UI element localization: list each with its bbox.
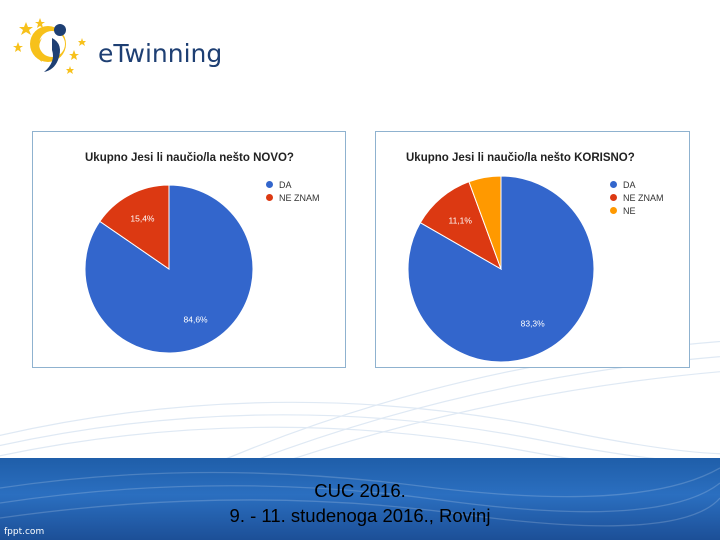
legend-swatch xyxy=(266,181,273,188)
legend-swatch xyxy=(610,207,617,214)
pie-slice-ne-znam xyxy=(419,181,502,271)
pie-slice-ne xyxy=(468,175,502,270)
legend-swatch xyxy=(266,194,273,201)
decorative-swirl-lines xyxy=(0,340,720,472)
footer-caption: CUC 2016. 9. - 11. studenoga 2016., Rovi… xyxy=(0,478,720,528)
legend-label: DA xyxy=(623,179,636,190)
etwinning-stars-icon xyxy=(13,18,86,74)
legend-item-ne-znam: NE ZNAM xyxy=(266,191,320,204)
footer-line-1: CUC 2016. xyxy=(314,480,406,501)
etwinning-logo-text: eTwinning xyxy=(98,39,223,68)
pie-slice-label: 15,4% xyxy=(130,213,155,223)
legend-label: NE xyxy=(623,205,636,216)
chart-title: Ukupno Jesi li naučio/la nešto NOVO? xyxy=(85,152,294,164)
pie-chart-novo: 84,6% 15,4% xyxy=(84,184,254,354)
footer-band xyxy=(0,458,720,540)
chart-title: Ukupno Jesi li naučio/la nešto KORISNO? xyxy=(406,152,635,164)
pie-slice-label: 84,6% xyxy=(184,315,209,325)
etwinning-logo: eTwinning xyxy=(12,14,222,78)
chart-panel-novo: Ukupno Jesi li naučio/la nešto NOVO? 84,… xyxy=(32,131,346,368)
chart-legend: DA NE ZNAM xyxy=(266,178,320,204)
pie-slice-label: 83,3% xyxy=(521,319,546,329)
legend-item-da: DA xyxy=(610,178,664,191)
legend-swatch xyxy=(610,181,617,188)
legend-item-da: DA xyxy=(266,178,320,191)
pie-chart-korisno: 83,3% 11,1% xyxy=(407,175,595,363)
legend-swatch xyxy=(610,194,617,201)
footer-wave-decoration xyxy=(0,467,720,527)
fppt-watermark: fppt.com xyxy=(4,527,45,537)
chart-legend: DA NE ZNAM NE xyxy=(610,178,664,217)
pie-slice-ne-znam xyxy=(99,184,170,270)
chart-panel-korisno: Ukupno Jesi li naučio/la nešto KORISNO? … xyxy=(375,131,690,368)
pie-slice-da xyxy=(407,175,595,363)
legend-item-ne-znam: NE ZNAM xyxy=(610,191,664,204)
pie-slice-label: 11,1% xyxy=(448,216,472,226)
legend-label: DA xyxy=(279,179,292,190)
legend-item-ne: NE xyxy=(610,204,664,217)
legend-label: NE ZNAM xyxy=(623,192,664,203)
legend-label: NE ZNAM xyxy=(279,192,320,203)
footer-line-2: 9. - 11. studenoga 2016., Rovinj xyxy=(229,505,491,526)
